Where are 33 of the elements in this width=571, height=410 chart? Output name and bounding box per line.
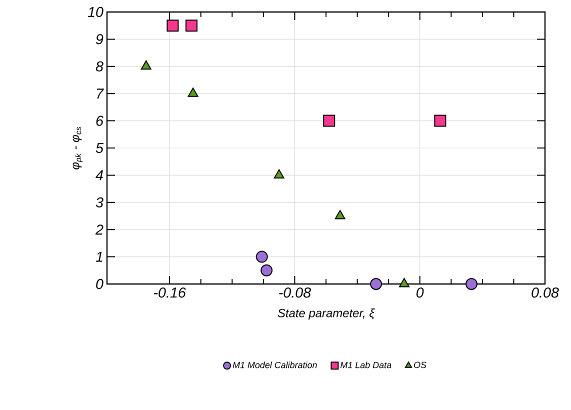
point [166, 20, 179, 32]
y-tick-label: 4 [96, 170, 103, 180]
point [323, 114, 336, 127]
point [260, 264, 273, 276]
y-tick-label: 7 [96, 88, 104, 99]
legend-label: OS [414, 362, 426, 368]
y-tick-label: 8 [96, 61, 104, 72]
point [140, 60, 152, 70]
y-tick-label: 3 [96, 197, 104, 208]
point [370, 278, 382, 290]
y-tick-label: 5 [96, 142, 104, 154]
y-tick-label: 10 [88, 6, 104, 18]
x-tick-label: -0.16 [154, 288, 186, 298]
y-axis-title: φ$_{pk}$ - φ$_{cs}$ [72, 126, 83, 170]
point [465, 278, 478, 290]
point [188, 88, 198, 97]
point [398, 278, 410, 288]
x-axis-title: State parameter, ξ [278, 308, 375, 320]
point [334, 210, 346, 220]
point [274, 169, 284, 178]
legend-label: M1 Lab Data [340, 362, 392, 368]
y-tick-label: 1 [96, 252, 102, 262]
point [256, 250, 268, 263]
x-tick-label: -0.08 [279, 288, 311, 298]
y-tick-label: 0 [96, 278, 104, 290]
x-tick-label: 0 [416, 288, 424, 298]
legend-label: M1 Model Calibration [232, 362, 317, 368]
x-tick-label: 0.08 [532, 288, 559, 298]
point [434, 114, 446, 127]
y-tick-label: 6 [96, 116, 104, 126]
point [185, 20, 198, 32]
y-tick-label: 9 [96, 34, 104, 44]
y-tick-label: 2 [95, 224, 104, 235]
